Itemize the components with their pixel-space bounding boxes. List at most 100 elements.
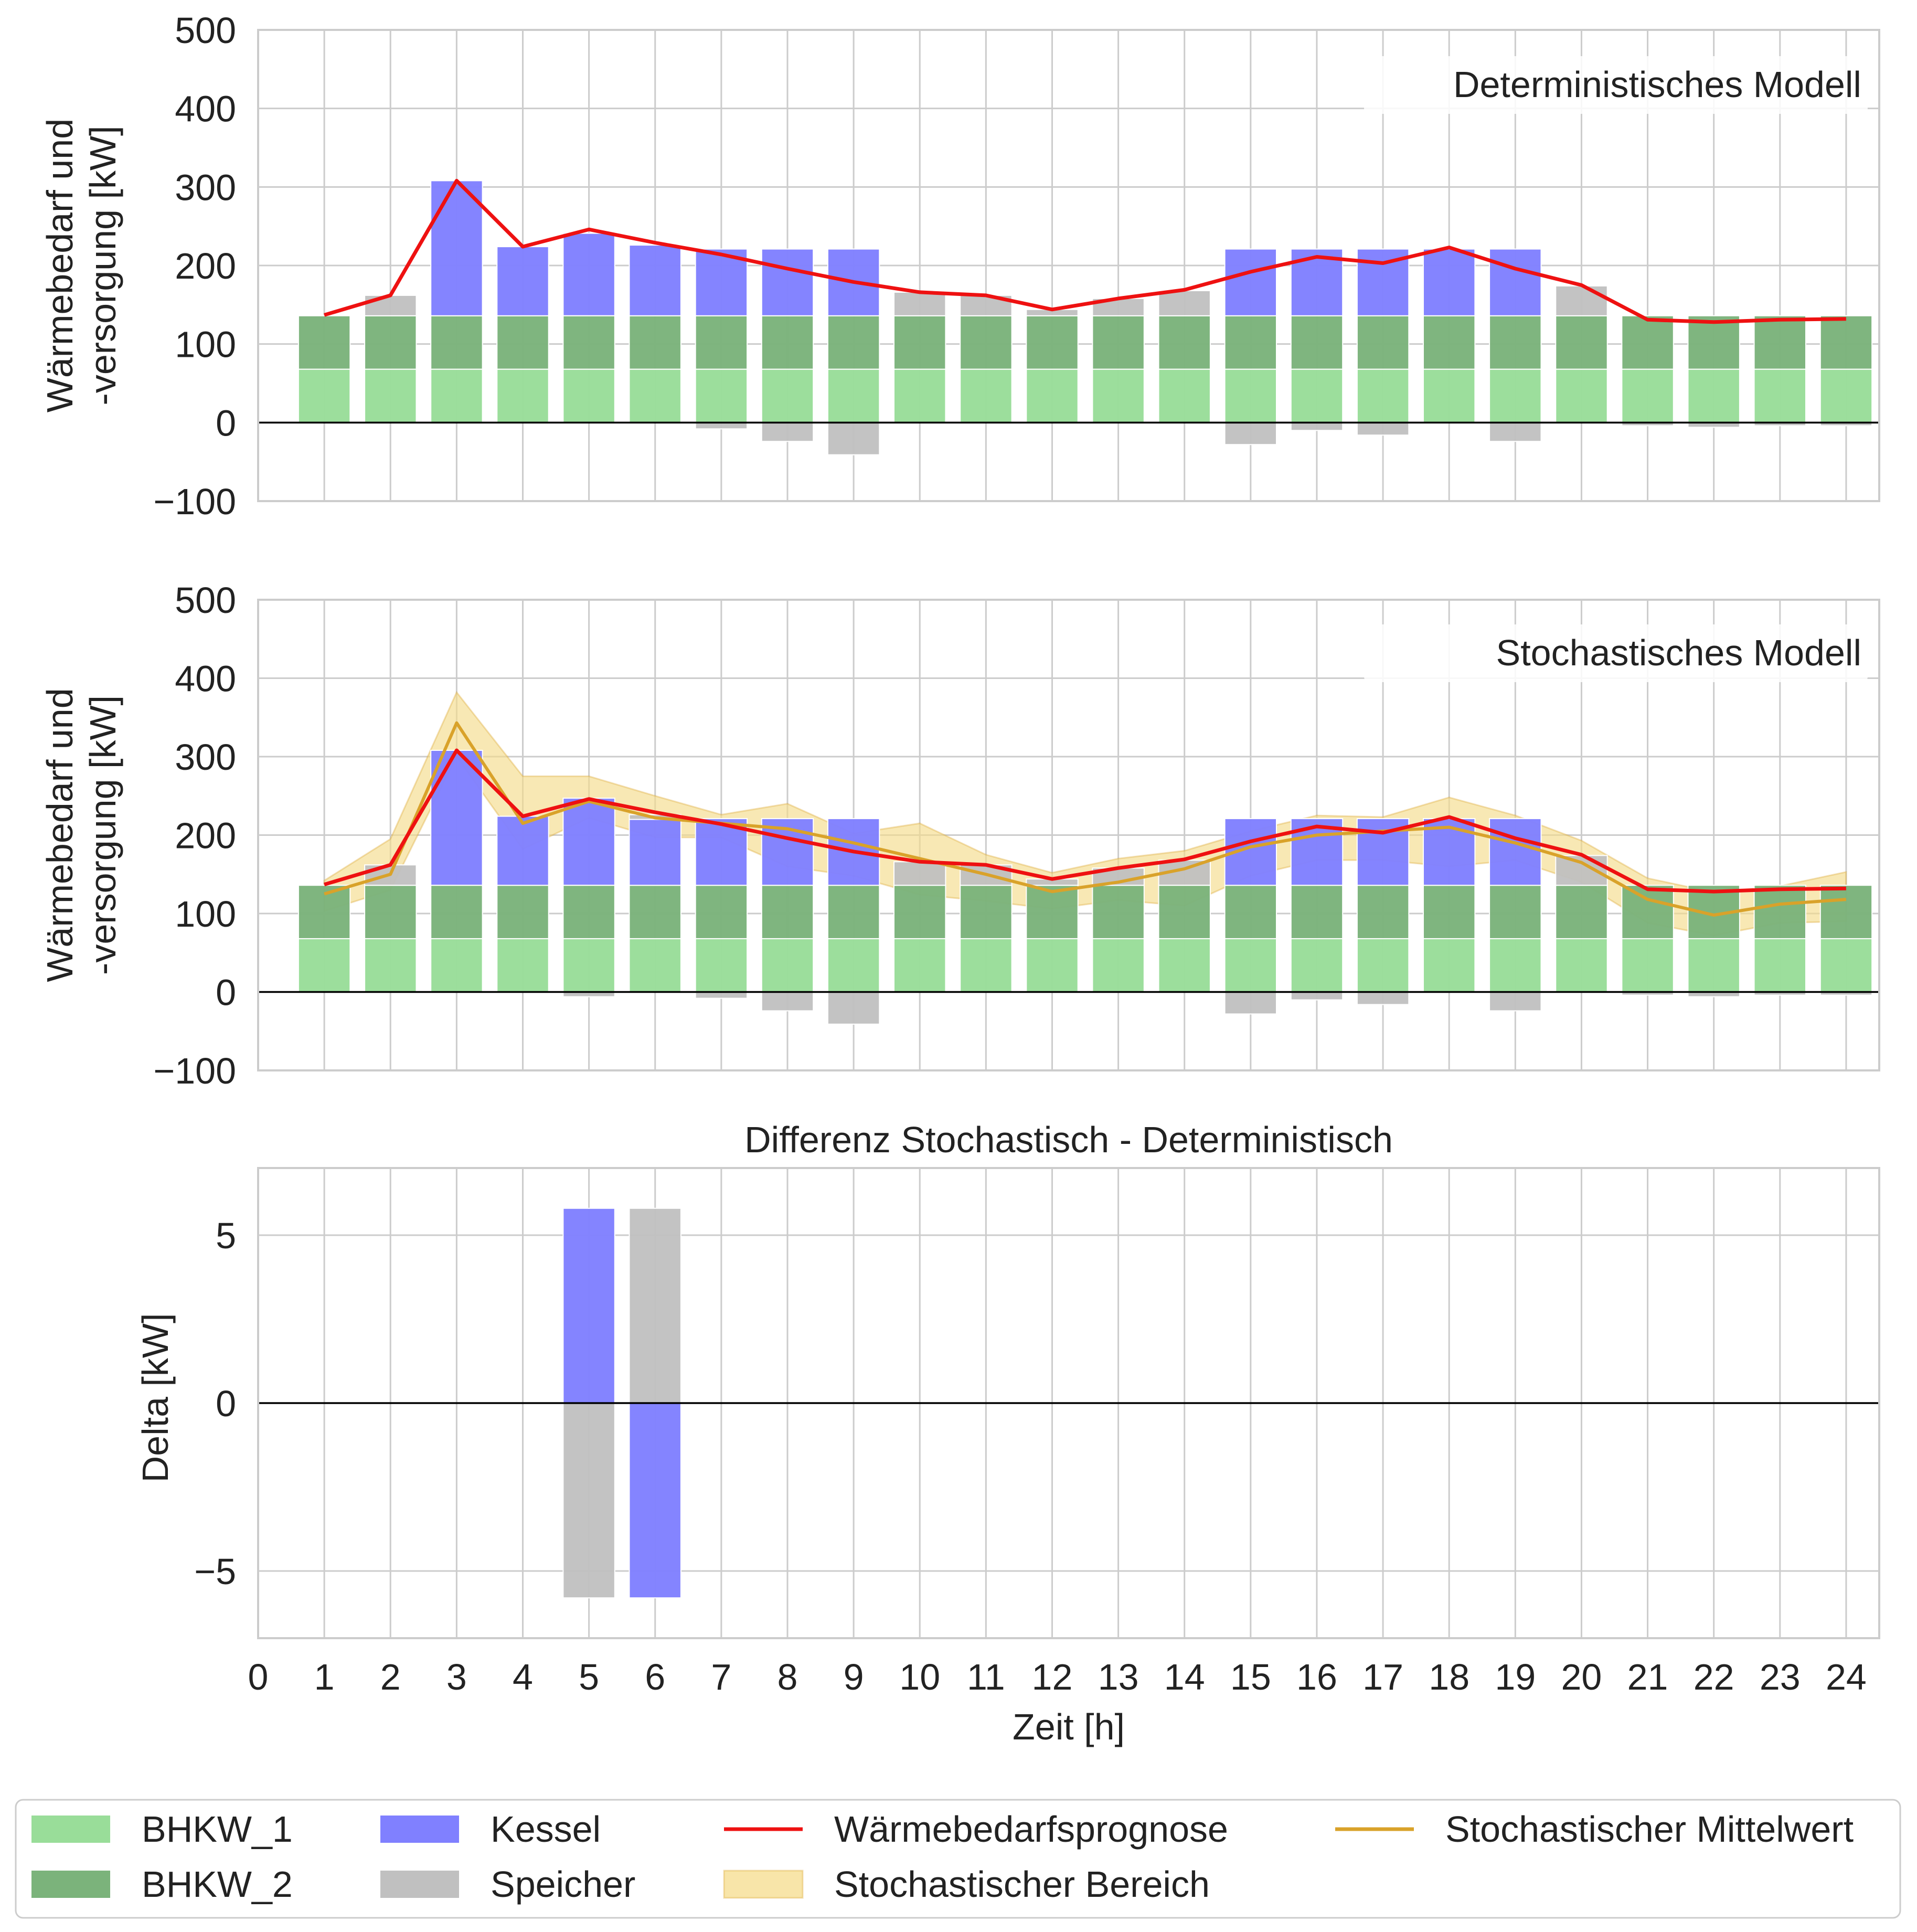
bar-bhkw-2-h15 [1224,885,1277,939]
legend-label-w-rmebedarfsprognose: Wärmebedarfsprognose [834,1809,1228,1850]
x-tick-label: 19 [1495,1657,1536,1697]
bar-bhkw-2-h5 [562,315,615,370]
bar-speicher-h9 [827,991,880,1025]
y-tick-label: 100 [175,324,236,365]
y-tick-label: 400 [175,89,236,130]
bar-bhkw-2-h7 [695,885,748,939]
bar-speicher-h10 [893,291,946,316]
bar-bhkw-2-h20 [1555,315,1608,370]
bar-bhkw-2-h23 [1753,885,1807,939]
bar-bhkw-1-h21 [1621,368,1674,423]
bar-bhkw-1-h1 [297,368,351,423]
legend-label-bhkw-2: BHKW_2 [142,1864,293,1905]
bar-bhkw-1-h13 [1092,938,1145,993]
bar-bhkw-1-h4 [496,938,549,993]
legend-frame [15,1799,1901,1919]
x-tick-label: 14 [1164,1657,1205,1697]
bar-bhkw-1-h12 [1026,368,1079,423]
y-tick-label: −100 [153,481,236,522]
bar-bhkw-1-h9 [827,368,880,423]
x-tick-label: 15 [1230,1657,1271,1697]
y-tick-label: 400 [175,659,236,699]
y-tick-label: −5 [194,1551,236,1592]
plot-frame [257,599,1880,1071]
panel-title: Differenz Stochastisch - Deterministisch [744,1119,1393,1160]
bar-speicher-h19 [1489,991,1542,1012]
bar-speicher-h8 [761,422,814,442]
bar-bhkw-1-h24 [1819,938,1873,993]
bar-kessel-h7 [695,248,748,316]
bar-bhkw-2-h8 [761,885,814,939]
x-tick-label: 21 [1627,1657,1668,1697]
bar-speicher-h10 [893,861,946,886]
x-tick-label: 4 [513,1657,533,1697]
bar-bhkw-1-h2 [364,938,417,993]
x-tick-label: 3 [446,1657,467,1697]
bar-bhkw-2-h11 [960,315,1013,370]
bar-kessel-h4 [496,246,549,316]
bar-bhkw-2-h19 [1489,315,1542,370]
x-tick-label: 17 [1362,1657,1403,1697]
bar-bhkw-2-h4 [496,885,549,939]
bar-speicher-h2 [364,294,417,316]
legend-swatch-speicher [380,1871,459,1898]
bar-bhkw-1-h11 [960,938,1013,993]
bar-speicher-h5 [562,1403,615,1599]
bar-kessel-h19 [1489,818,1542,886]
bar-bhkw-1-h17 [1356,938,1410,993]
bar-kessel-h4 [496,815,549,886]
bar-kessel-h5 [562,232,615,316]
bar-bhkw-2-h18 [1423,885,1476,939]
bar-bhkw-1-h15 [1224,938,1277,993]
y-tick-label: 0 [216,1383,236,1424]
y-tick-label: 500 [175,10,236,51]
bar-bhkw-1-h11 [960,368,1013,423]
bar-bhkw-1-h14 [1158,938,1211,993]
y-tick-label: 200 [175,815,236,856]
x-tick-label: 6 [645,1657,665,1697]
forecast-line [324,178,1846,324]
bar-kessel-h8 [761,248,814,316]
y-axis-label-line2: -versorgung [kW] [82,126,123,406]
bar-bhkw-1-h8 [761,368,814,423]
legend-swatch-kessel [380,1816,459,1843]
bar-kessel-h19 [1489,248,1542,316]
x-tick-label: 13 [1098,1657,1139,1697]
y-axis-label-line1: Wärmebedarf und [39,119,80,412]
forecast-line [324,748,1846,894]
bar-bhkw-2-h1 [297,885,351,939]
bar-kessel-h18 [1423,248,1476,316]
y-tick-label: 300 [175,167,236,208]
bar-bhkw-1-h24 [1819,368,1873,423]
bar-kessel-h7 [695,818,748,886]
y-axis-label-line2: -versorgung [kW] [82,695,123,975]
bar-bhkw-1-h5 [562,368,615,423]
bar-speicher-h7 [695,422,748,430]
bar-bhkw-1-h8 [761,938,814,993]
y-tick-label: 0 [216,402,236,443]
x-tick-label: 8 [778,1657,798,1697]
bar-bhkw-1-h15 [1224,368,1277,423]
bar-bhkw-2-h21 [1621,315,1674,370]
bar-bhkw-2-h2 [364,315,417,370]
bar-kessel-h6 [629,1403,681,1599]
y-axis-label-line1: Wärmebedarf und [39,688,80,982]
bar-bhkw-1-h17 [1356,368,1410,423]
bar-bhkw-1-h7 [695,368,748,423]
legend: BHKW_1 BHKW_2 Kessel Speicher Wärmebedarfspr… [15,1799,1901,1919]
bar-kessel-h5 [562,1207,615,1404]
bar-bhkw-1-h18 [1423,368,1476,423]
bar-bhkw-2-h12 [1026,315,1079,370]
legend-label-speicher: Speicher [491,1864,635,1905]
y-tick-label: 5 [216,1215,236,1256]
bar-speicher-h9 [827,422,880,455]
bar-bhkw-1-h21 [1621,938,1674,993]
bar-bhkw-2-h16 [1290,315,1344,370]
x-tick-label: 7 [711,1657,731,1697]
bar-bhkw-2-h2 [364,885,417,939]
bar-bhkw-1-h9 [827,938,880,993]
bar-bhkw-1-h5 [562,938,615,993]
stochastic-mean-line [324,721,1847,917]
bar-bhkw-2-h6 [629,885,681,939]
bar-bhkw-2-h23 [1753,315,1807,370]
